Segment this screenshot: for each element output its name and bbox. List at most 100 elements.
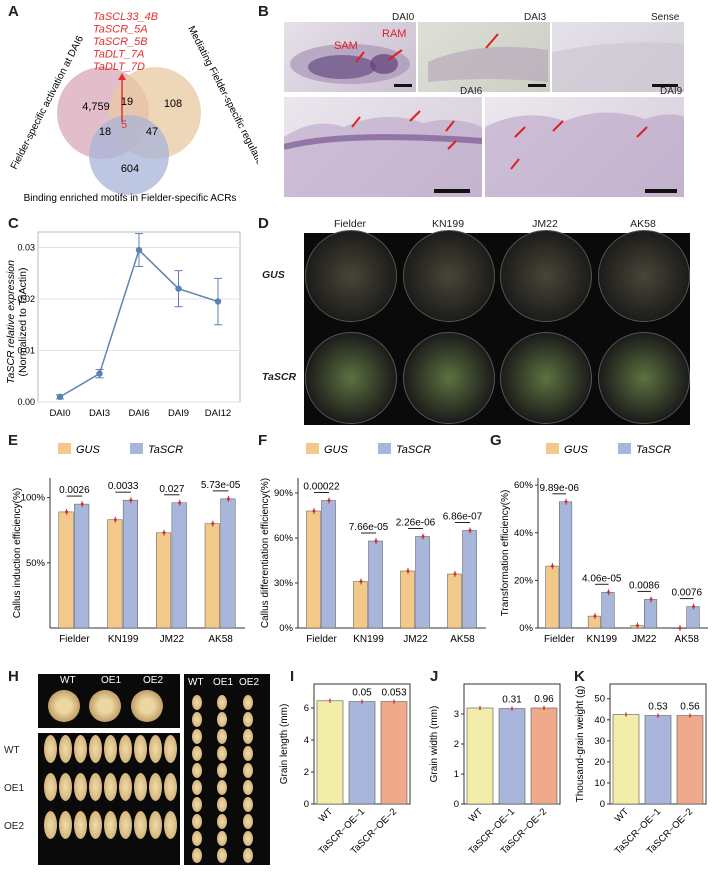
wheat-grain: [217, 729, 227, 744]
wheat-grain: [59, 811, 72, 839]
x-tick-label: WT: [467, 806, 485, 824]
panel-label-i: I: [290, 668, 295, 685]
in-situ-dai3: [418, 22, 550, 92]
wheat-grain: [134, 773, 147, 801]
wheat-grain: [74, 773, 87, 801]
bar: [545, 565, 559, 629]
gene-label: TaSCR_5A: [93, 24, 148, 36]
chart-ylabel: Callus differentiation efficiency(%): [260, 478, 271, 628]
grain-row-label: OE1: [4, 783, 25, 794]
y-tick-label: 20: [594, 757, 605, 768]
bar: [107, 519, 123, 629]
count-ab: 19: [121, 96, 133, 108]
bar: [171, 502, 187, 629]
wheat-grain: [243, 712, 253, 727]
data-dot: [468, 529, 472, 532]
bar: [321, 500, 336, 629]
data-dot: [113, 518, 117, 522]
chart-c-ylabel-1: TaSCR relative expression: [5, 260, 17, 384]
y-tick-label: 40%: [514, 528, 534, 539]
chart-c-xtick: DAI6: [128, 408, 149, 419]
wheat-grain: [59, 735, 72, 763]
panel-label-b: B: [258, 3, 269, 20]
data-dot: [178, 501, 182, 505]
chart-c-xtick: DAI9: [168, 408, 189, 419]
grain-cluster: [48, 690, 80, 722]
data-dot: [406, 569, 410, 573]
petri-plate: [500, 230, 592, 322]
grain-cluster: [131, 690, 163, 722]
data-dot: [678, 626, 682, 630]
wheat-grain: [89, 773, 102, 801]
grain-row-label: OE2: [4, 821, 25, 832]
wheat-grain: [192, 780, 202, 795]
p-value: 4.06e-05: [582, 573, 622, 584]
bar: [644, 599, 658, 629]
wheat-grain: [164, 811, 177, 839]
bar: [353, 581, 368, 629]
plate-row-label: TaSCR: [262, 371, 297, 383]
wheat-grain: [89, 735, 102, 763]
p-value: 0.0033: [108, 481, 139, 492]
data-dot: [649, 597, 653, 601]
data-point: [96, 370, 103, 377]
y-tick-label: 1: [454, 769, 459, 780]
y-tick-label: 50: [594, 694, 605, 705]
chart-c-xtick: DAI0: [49, 408, 70, 419]
legend-label-tascr: TaSCR: [148, 444, 183, 456]
venn-circle-motifs: [89, 115, 169, 195]
chart-c-ytick: 0.02: [17, 294, 35, 304]
legend-swatch-tascr: [378, 443, 391, 454]
grain-column-label: WT: [188, 677, 204, 688]
p-value: 0.31: [502, 695, 522, 706]
bar: [676, 715, 704, 805]
p-value: 0.05: [352, 688, 372, 699]
panel-label-a: A: [8, 3, 19, 20]
panel-label-e: E: [8, 432, 19, 449]
in-situ-title-dai0: DAI0: [392, 12, 415, 23]
y-tick-label: 0%: [519, 623, 533, 634]
wheat-grain: [104, 773, 117, 801]
chart-ylabel: Grain length (mm): [279, 704, 290, 785]
wheat-grain: [243, 831, 253, 846]
wheat-grain: [74, 735, 87, 763]
x-tick-label: KN199: [108, 634, 139, 645]
wheat-grain: [243, 797, 253, 812]
y-tick-label: 20%: [514, 575, 534, 586]
wheat-grain: [243, 848, 253, 863]
grain-length-chart: Grain length (mm)0246WT0.05TaSCR−OE−10.0…: [279, 683, 411, 857]
data-dot: [453, 572, 457, 576]
grain-cluster: [89, 690, 121, 722]
bar: [644, 715, 672, 805]
x-tick-label: JM22: [160, 634, 185, 645]
in-situ-title-dai6: DAI6: [460, 86, 483, 97]
wheat-grain: [217, 763, 227, 778]
p-value: 0.053: [381, 688, 406, 699]
x-tick-label: WT: [317, 806, 335, 824]
in-situ-dai0: [284, 22, 416, 92]
x-tick-label: AK58: [675, 634, 700, 645]
venn-diagram: TaSCL33_4BTaSCR_5ATaSCR_5BTaDLT_7ATaDLT_…: [9, 11, 258, 204]
y-tick-label: 60%: [274, 533, 294, 544]
data-dot: [80, 502, 84, 506]
data-dot: [564, 500, 568, 504]
legend-swatch-gus: [58, 443, 71, 454]
chart-c-ytick: 0.01: [17, 345, 35, 355]
grain-top-label: OE1: [101, 675, 122, 686]
data-dot: [162, 531, 166, 535]
p-value: 9.89e-06: [540, 483, 580, 494]
wheat-grain: [192, 797, 202, 812]
petri-plate: [305, 230, 397, 322]
panel-label-k: K: [574, 668, 585, 685]
wheat-grain: [134, 811, 147, 839]
bar: [498, 708, 526, 805]
bar: [58, 511, 74, 629]
p-value: 0.0086: [629, 580, 660, 591]
data-dot: [550, 564, 554, 568]
wheat-grain: [192, 763, 202, 778]
x-tick-label: JM22: [632, 634, 657, 645]
bar: [156, 532, 172, 629]
grain-row-label: WT: [4, 745, 20, 756]
wheat-grain: [217, 780, 227, 795]
wheat-grain: [192, 848, 202, 863]
